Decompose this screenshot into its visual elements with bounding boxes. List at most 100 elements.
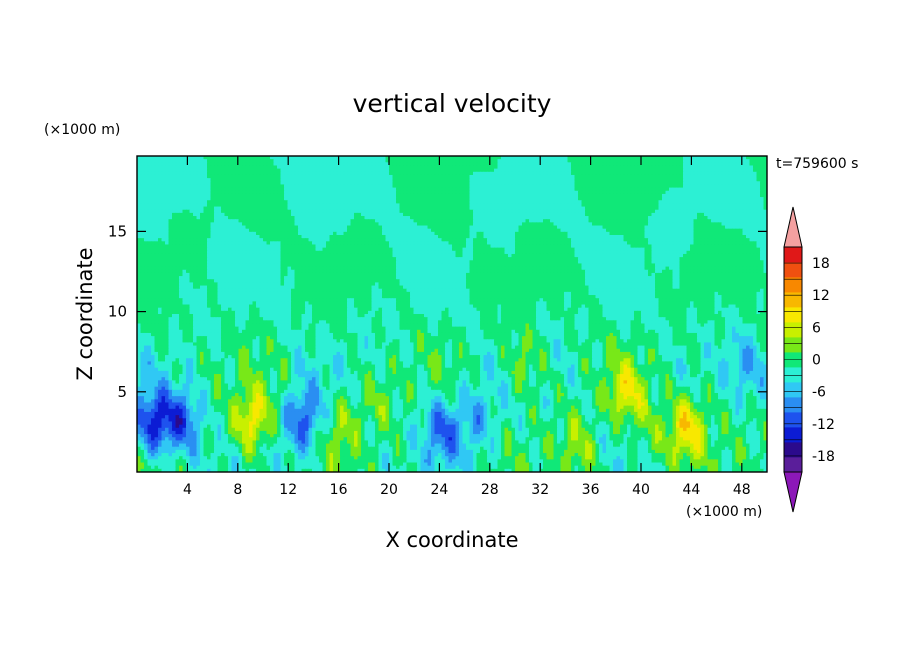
heatmap-cell xyxy=(172,216,177,220)
heatmap-cell xyxy=(389,184,394,189)
heatmap-cell xyxy=(196,231,201,236)
heatmap-cell xyxy=(189,181,194,186)
heatmap-cell xyxy=(476,200,481,204)
heatmap-cell xyxy=(616,238,621,242)
heatmap-cell xyxy=(151,174,156,179)
heatmap-cell xyxy=(256,241,261,246)
heatmap-cell xyxy=(504,165,509,170)
heatmap-cell xyxy=(287,209,292,214)
heatmap-cell xyxy=(326,209,331,214)
heatmap-cell xyxy=(476,165,481,170)
heatmap-cell xyxy=(224,209,229,214)
heatmap-cell xyxy=(189,203,194,208)
heatmap-cell xyxy=(756,184,761,189)
heatmap-cell xyxy=(676,159,681,163)
heatmap-cell xyxy=(641,184,646,189)
heatmap-cell xyxy=(273,238,278,242)
heatmap-cell xyxy=(683,200,688,204)
heatmap-cell xyxy=(252,212,257,217)
heatmap-cell xyxy=(378,209,383,214)
heatmap-cell xyxy=(200,225,205,230)
heatmap-cell xyxy=(581,225,586,230)
heatmap-cell xyxy=(672,187,677,192)
heatmap-cell xyxy=(546,225,551,230)
heatmap-cell xyxy=(529,228,534,233)
heatmap-cell xyxy=(469,219,474,223)
heatmap-cell xyxy=(749,212,754,217)
heatmap-cell xyxy=(242,171,247,176)
heatmap-cell xyxy=(399,184,404,189)
heatmap-cell xyxy=(347,212,352,217)
heatmap-cell xyxy=(620,193,625,198)
heatmap-cell xyxy=(270,222,275,227)
heatmap-cell xyxy=(658,187,663,192)
heatmap-cell xyxy=(371,228,376,233)
heatmap-cell xyxy=(455,178,460,182)
heatmap-cell xyxy=(158,165,163,170)
heatmap-cell xyxy=(455,228,460,233)
heatmap-cell xyxy=(277,162,282,167)
heatmap-cell xyxy=(287,156,292,160)
heatmap-cell xyxy=(504,159,509,163)
heatmap-cell xyxy=(599,219,604,223)
heatmap-cell xyxy=(354,238,359,242)
heatmap-cell xyxy=(245,197,250,201)
heatmap-cell xyxy=(700,174,705,179)
heatmap-cell xyxy=(455,187,460,192)
heatmap-cell xyxy=(728,209,733,214)
heatmap-cell xyxy=(294,174,299,179)
heatmap-cell xyxy=(347,206,352,211)
heatmap-cell xyxy=(518,190,523,195)
heatmap-cell xyxy=(413,241,418,246)
heatmap-cell xyxy=(382,168,387,173)
heatmap-cell xyxy=(228,228,233,233)
heatmap-cell xyxy=(564,184,569,189)
heatmap-cell xyxy=(144,165,149,170)
heatmap-cell xyxy=(508,206,513,211)
heatmap-cell xyxy=(483,190,488,195)
heatmap-cell xyxy=(704,159,709,163)
heatmap-cell xyxy=(371,174,376,179)
heatmap-cell xyxy=(273,168,278,173)
heatmap-cell xyxy=(200,241,205,246)
heatmap-cell xyxy=(571,178,576,182)
heatmap-cell xyxy=(581,187,586,192)
heatmap-cell xyxy=(473,209,478,214)
heatmap-cell xyxy=(301,168,306,173)
heatmap-cell xyxy=(144,200,149,204)
heatmap-cell xyxy=(718,171,723,176)
heatmap-cell xyxy=(441,162,446,167)
heatmap-cell xyxy=(508,228,513,233)
heatmap-cell xyxy=(697,203,702,208)
heatmap-cell xyxy=(567,231,572,236)
heatmap-cell xyxy=(231,216,236,220)
heatmap-cell xyxy=(242,178,247,182)
heatmap-cell xyxy=(172,225,177,230)
heatmap-cell xyxy=(508,216,513,220)
heatmap-cell xyxy=(203,159,208,163)
heatmap-cell xyxy=(749,200,754,204)
heatmap-cell xyxy=(200,162,205,167)
heatmap-cell xyxy=(725,165,730,170)
heatmap-cell xyxy=(501,219,506,223)
heatmap-cell xyxy=(357,216,362,220)
heatmap-cell xyxy=(413,165,418,170)
heatmap-cell xyxy=(298,193,303,198)
heatmap-cell xyxy=(532,187,537,192)
heatmap-cell xyxy=(462,159,467,163)
heatmap-cell xyxy=(406,178,411,182)
heatmap-cell xyxy=(690,174,695,179)
heatmap-cell xyxy=(326,225,331,230)
heatmap-cell xyxy=(273,228,278,233)
heatmap-cell xyxy=(515,193,520,198)
heatmap-cell xyxy=(322,190,327,195)
heatmap-cell xyxy=(466,174,471,179)
heatmap-cell xyxy=(546,231,551,236)
heatmap-cell xyxy=(634,178,639,182)
heatmap-cell xyxy=(627,216,632,220)
heatmap-cell xyxy=(417,235,422,239)
heatmap-cell xyxy=(571,228,576,233)
heatmap-cell xyxy=(196,212,201,217)
heatmap-cell xyxy=(168,156,173,160)
heatmap-cell xyxy=(574,165,579,170)
